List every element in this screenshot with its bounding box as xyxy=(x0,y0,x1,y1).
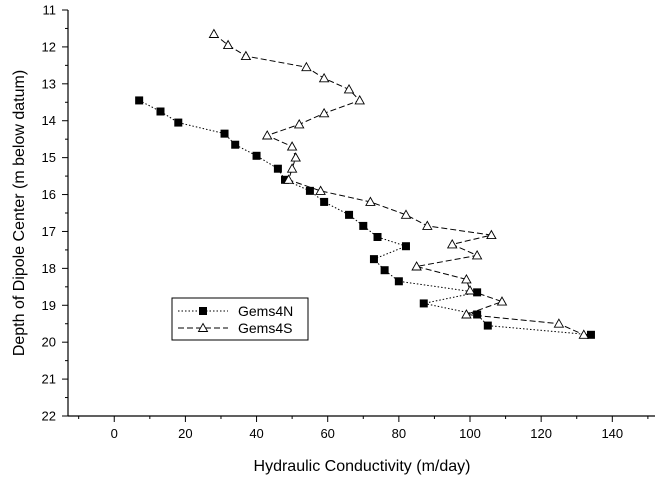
point-gems4s xyxy=(461,273,472,284)
point-gems4s xyxy=(496,296,508,306)
x-tick-label: 20 xyxy=(178,426,192,441)
legend-marker-gems4n xyxy=(199,307,207,315)
point-gems4n xyxy=(473,310,482,319)
point-gems4n xyxy=(483,321,492,330)
point-gems4s xyxy=(208,28,220,38)
legend-label-gems4n: Gems4N xyxy=(238,303,293,319)
point-gems4s xyxy=(461,309,472,319)
series-line-gems4n xyxy=(138,99,592,336)
point-gems4n xyxy=(305,186,314,195)
point-gems4s xyxy=(365,196,376,206)
point-gems4n xyxy=(419,299,428,308)
point-gems4s xyxy=(261,130,273,140)
point-gems4n xyxy=(345,210,354,219)
point-gems4s xyxy=(471,249,483,260)
point-gems4n xyxy=(273,164,282,173)
point-gems4n xyxy=(394,277,403,286)
point-gems4n xyxy=(231,140,240,149)
point-gems4s xyxy=(301,61,312,72)
x-tick-label: 40 xyxy=(249,426,263,441)
point-gems4s xyxy=(318,107,330,118)
x-tick-label: 60 xyxy=(320,426,334,441)
point-gems4s xyxy=(222,39,234,50)
point-gems4s xyxy=(318,72,330,83)
point-gems4n xyxy=(135,96,144,105)
x-tick-label: 120 xyxy=(530,426,552,441)
point-gems4n xyxy=(220,129,229,138)
point-gems4s xyxy=(578,329,590,339)
point-gems4n xyxy=(373,232,382,241)
legend-label-gems4s: Gems4S xyxy=(238,320,292,336)
y-tick-label: 22 xyxy=(42,409,56,424)
x-tick-label: 100 xyxy=(459,426,481,441)
legend: Gems4N Gems4S xyxy=(171,297,309,341)
point-gems4n xyxy=(473,288,482,297)
y-tick-label: 19 xyxy=(42,298,56,313)
y-tick-label: 17 xyxy=(42,224,56,239)
point-gems4s xyxy=(293,118,305,129)
x-tick-label: 140 xyxy=(601,426,623,441)
point-gems4s xyxy=(446,238,458,249)
y-tick-label: 12 xyxy=(42,39,56,54)
point-gems4n xyxy=(586,330,595,339)
point-gems4s xyxy=(283,174,294,184)
x-tick-label: 80 xyxy=(392,426,406,441)
point-gems4n xyxy=(401,242,410,251)
point-gems4s xyxy=(315,185,326,195)
point-gems4s xyxy=(486,229,497,240)
point-gems4n xyxy=(174,118,183,127)
y-tick-label: 18 xyxy=(42,261,56,276)
series-layer xyxy=(135,28,595,339)
point-gems4s xyxy=(290,152,301,162)
legend-box xyxy=(171,297,309,341)
point-gems4s xyxy=(286,141,298,151)
point-gems4n xyxy=(320,197,329,206)
point-gems4n xyxy=(369,255,378,264)
point-gems4s xyxy=(422,220,433,230)
point-gems4n xyxy=(359,221,368,230)
point-gems4n xyxy=(156,107,165,116)
series-line-gems4s xyxy=(213,33,585,336)
y-tick-label: 20 xyxy=(42,335,56,350)
x-tick-label: 0 xyxy=(111,426,118,441)
point-gems4s xyxy=(464,285,476,295)
y-tick-label: 11 xyxy=(43,3,57,18)
y-tick-label: 16 xyxy=(42,187,56,202)
x-axis-title: Hydraulic Conductivity (m/day) xyxy=(254,458,471,475)
point-gems4s xyxy=(411,261,422,271)
point-gems4n xyxy=(281,175,290,184)
point-gems4s xyxy=(400,209,412,219)
axes: 11 12 13 14 15 16 17 18 19 20 21 22 0 20 40 60 80 100 120 1… xyxy=(42,3,655,441)
y-tick-label: 21 xyxy=(42,372,56,387)
point-gems4s xyxy=(343,83,355,94)
point-gems4s xyxy=(240,50,252,61)
y-tick-label: 15 xyxy=(42,150,56,165)
point-gems4n xyxy=(252,151,261,160)
point-gems4s xyxy=(286,163,298,173)
point-gems4n xyxy=(380,266,389,275)
legend-marker-gems4s xyxy=(197,322,209,332)
point-gems4s xyxy=(553,318,565,328)
y-axis-title: Depth of Dipole Center (m below datum) xyxy=(11,70,28,356)
y-tick-label: 14 xyxy=(42,113,56,128)
y-tick-label: 13 xyxy=(42,76,56,91)
point-gems4s xyxy=(354,94,365,105)
